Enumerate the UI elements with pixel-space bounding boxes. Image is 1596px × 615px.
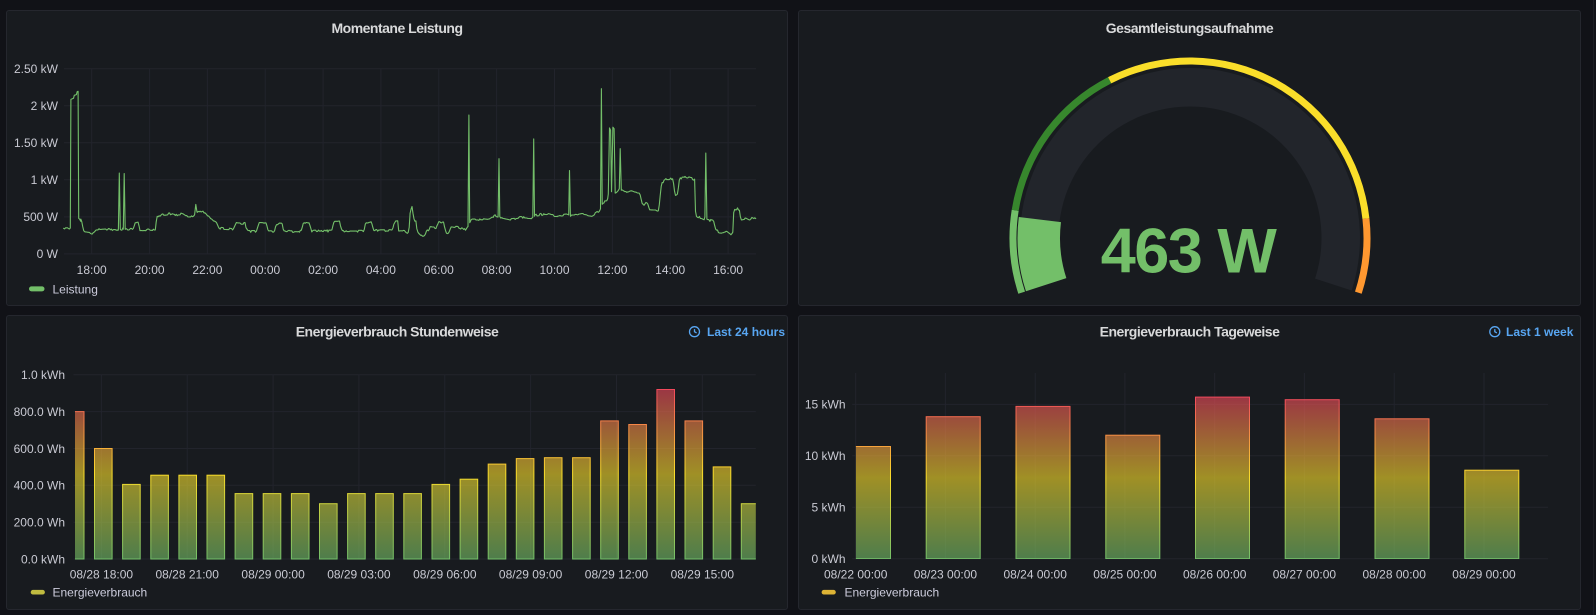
svg-text:14:00: 14:00 xyxy=(655,263,685,277)
svg-text:400.0 Wh: 400.0 Wh xyxy=(14,479,65,493)
svg-text:04:00: 04:00 xyxy=(366,263,396,277)
svg-text:16:00: 16:00 xyxy=(713,263,743,277)
svg-text:08/23 00:00: 08/23 00:00 xyxy=(914,568,978,582)
svg-text:12:00: 12:00 xyxy=(597,263,627,277)
svg-text:500 W: 500 W xyxy=(23,210,58,224)
svg-text:02:00: 02:00 xyxy=(308,263,338,277)
svg-text:08/25 00:00: 08/25 00:00 xyxy=(1093,568,1157,582)
svg-text:18:00: 18:00 xyxy=(77,263,107,277)
svg-text:Gesamtleistungsaufnahme: Gesamtleistungsaufnahme xyxy=(1106,20,1274,36)
svg-text:08/24 00:00: 08/24 00:00 xyxy=(1003,568,1067,582)
svg-text:08/28 18:00: 08/28 18:00 xyxy=(70,568,134,582)
svg-text:08/29 06:00: 08/29 06:00 xyxy=(413,568,477,582)
svg-text:463 W: 463 W xyxy=(1101,216,1278,286)
svg-text:Leistung: Leistung xyxy=(53,283,98,297)
svg-text:0 W: 0 W xyxy=(37,247,59,261)
svg-text:08/28 21:00: 08/28 21:00 xyxy=(155,568,219,582)
svg-text:08/26 00:00: 08/26 00:00 xyxy=(1183,568,1247,582)
svg-text:08/29 00:00: 08/29 00:00 xyxy=(241,568,305,582)
svg-text:2.50 kW: 2.50 kW xyxy=(14,62,59,76)
svg-text:08/29 03:00: 08/29 03:00 xyxy=(327,568,391,582)
svg-text:22:00: 22:00 xyxy=(192,263,222,277)
svg-text:Last 1 week: Last 1 week xyxy=(1506,325,1574,339)
svg-text:Last 24 hours: Last 24 hours xyxy=(707,325,785,339)
svg-text:08/28 00:00: 08/28 00:00 xyxy=(1362,568,1426,582)
svg-text:08/29 00:00: 08/29 00:00 xyxy=(1452,568,1516,582)
svg-text:1.0 kWh: 1.0 kWh xyxy=(21,368,65,382)
svg-text:200.0 Wh: 200.0 Wh xyxy=(14,516,65,530)
svg-text:5 kWh: 5 kWh xyxy=(811,501,845,515)
svg-text:08/29 09:00: 08/29 09:00 xyxy=(499,568,563,582)
svg-text:2 kW: 2 kW xyxy=(31,99,59,113)
svg-text:Energieverbrauch Stundenweise: Energieverbrauch Stundenweise xyxy=(296,324,499,340)
svg-text:06:00: 06:00 xyxy=(424,263,454,277)
svg-text:08/27 00:00: 08/27 00:00 xyxy=(1273,568,1337,582)
svg-text:08/22 00:00: 08/22 00:00 xyxy=(824,568,888,582)
svg-text:Energieverbrauch: Energieverbrauch xyxy=(845,586,940,600)
svg-text:10 kWh: 10 kWh xyxy=(805,449,846,463)
svg-text:20:00: 20:00 xyxy=(135,263,165,277)
svg-text:0.0 kWh: 0.0 kWh xyxy=(21,552,65,566)
svg-text:800.0 Wh: 800.0 Wh xyxy=(14,405,65,419)
svg-text:Energieverbrauch Tageweise: Energieverbrauch Tageweise xyxy=(1100,324,1280,340)
svg-text:08/29 15:00: 08/29 15:00 xyxy=(671,568,735,582)
svg-text:Energieverbrauch: Energieverbrauch xyxy=(53,586,148,600)
svg-text:0 kWh: 0 kWh xyxy=(811,552,845,566)
svg-text:Momentane Leistung: Momentane Leistung xyxy=(331,20,462,36)
svg-text:08:00: 08:00 xyxy=(482,263,512,277)
svg-text:600.0 Wh: 600.0 Wh xyxy=(14,442,65,456)
svg-text:08/29 12:00: 08/29 12:00 xyxy=(585,568,649,582)
svg-text:15 kWh: 15 kWh xyxy=(805,398,846,412)
svg-text:1.50 kW: 1.50 kW xyxy=(14,136,59,150)
svg-text:1 kW: 1 kW xyxy=(31,173,59,187)
svg-text:10:00: 10:00 xyxy=(539,263,569,277)
svg-text:00:00: 00:00 xyxy=(250,263,280,277)
